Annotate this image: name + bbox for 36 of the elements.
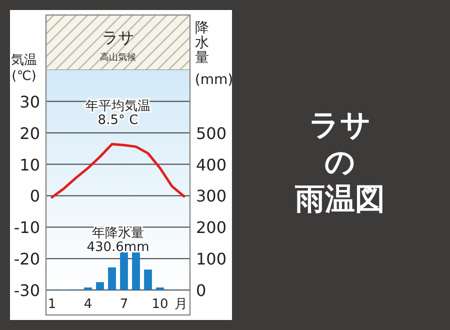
annotation: 年平均気温 8.5° C xyxy=(86,99,150,128)
y2-axis-title: 降水量 (mm) xyxy=(194,20,234,88)
y-tick-label: -20 xyxy=(14,250,40,269)
y-axis-title: 気温 (℃) xyxy=(11,53,37,84)
line-series xyxy=(50,142,186,199)
annotation: の xyxy=(324,145,356,180)
x-axis-title: 月 xyxy=(174,297,188,312)
x-tick-label: 4 xyxy=(84,297,92,312)
bar xyxy=(108,267,116,290)
bar xyxy=(96,282,104,290)
chart-title: ラサ xyxy=(102,28,134,47)
y2-tick-label: 400 xyxy=(196,155,227,174)
x-tick-label: 10 xyxy=(152,297,168,312)
header: ラサ 高山気候 xyxy=(46,14,190,70)
y-tick-label: 0 xyxy=(30,186,40,206)
y2-tick-label: 0 xyxy=(196,281,206,300)
x-tick-label: 7 xyxy=(120,297,128,312)
y2-tick-label: 300 xyxy=(196,186,227,206)
annotation: 年降水量 430.6mm xyxy=(86,226,150,255)
y-tick-label: -10 xyxy=(14,218,40,238)
y-tick-label: 10 xyxy=(20,155,40,174)
y-tick-label: 30 xyxy=(20,92,40,112)
bar xyxy=(84,287,92,290)
y2-tick-label: 100 xyxy=(196,250,227,269)
annotation: ラサ xyxy=(309,108,371,143)
y2-tick-label: 500 xyxy=(196,124,227,143)
y-tick-label: 20 xyxy=(20,124,40,143)
chart-subtitle: 高山気候 xyxy=(100,52,136,63)
bar xyxy=(120,252,128,290)
bar xyxy=(132,252,140,290)
y-tick-label: -30 xyxy=(14,281,40,300)
y2-tick-label: 200 xyxy=(196,218,227,238)
x-tick-label: 1 xyxy=(48,297,56,312)
annotation: 雨温図 xyxy=(295,182,385,217)
bar xyxy=(144,270,152,290)
bar xyxy=(156,287,164,290)
